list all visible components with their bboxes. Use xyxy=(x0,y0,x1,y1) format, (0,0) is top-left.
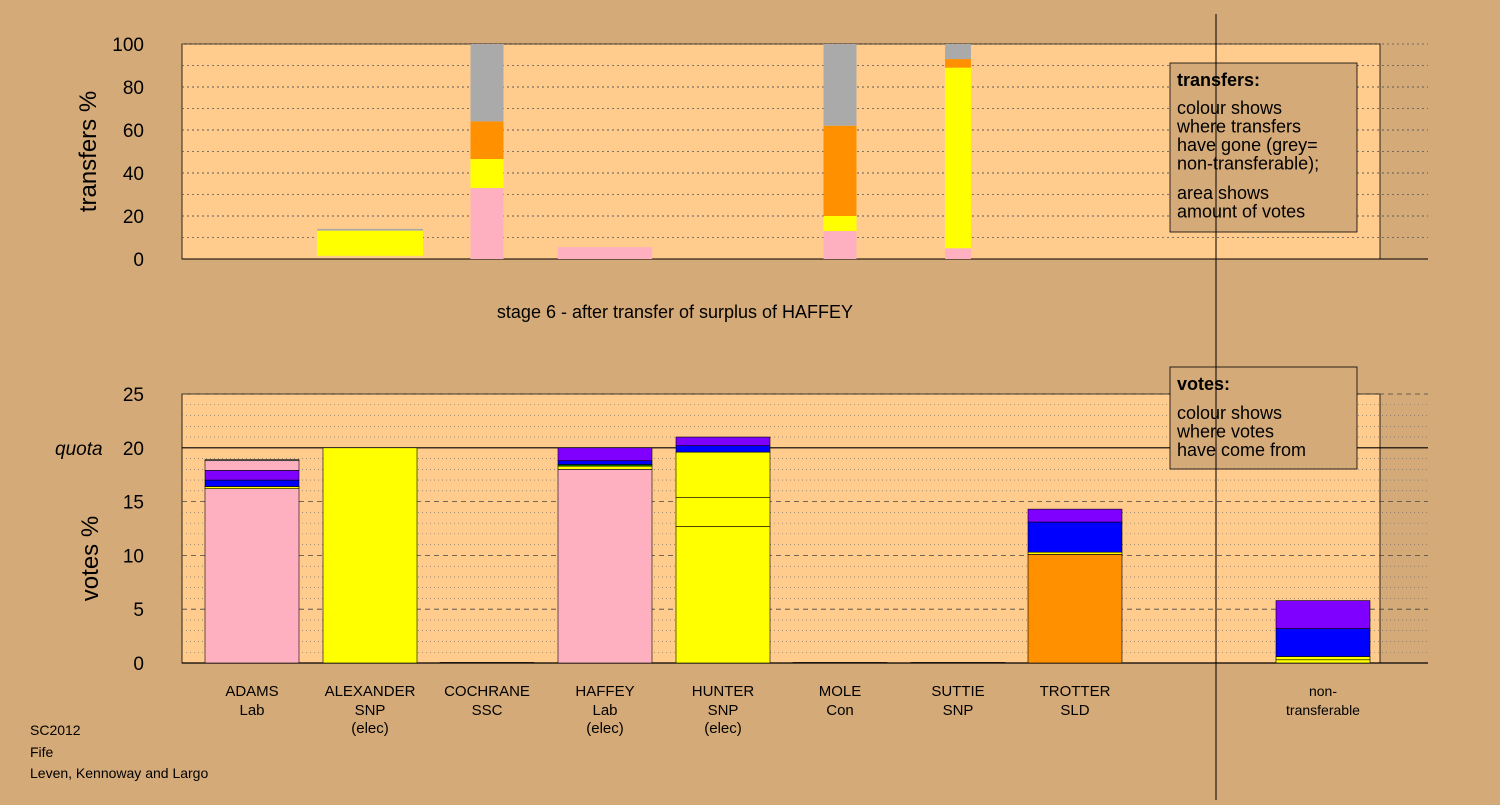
transfers-y-axis-label: transfers % xyxy=(75,91,102,212)
votes-bar-segment-adams xyxy=(204,486,300,489)
votes-y-tick-label: 15 xyxy=(123,493,144,514)
votes-bar-segment-haffey xyxy=(557,447,653,462)
votes-bar-segment-haffey xyxy=(557,460,653,465)
transfers-bar-segment-suttie xyxy=(945,67,971,249)
votes-bar-segment-adams xyxy=(204,488,300,664)
candidate-party-label: Lab xyxy=(239,702,264,719)
transfers-bar-segment-alexander xyxy=(316,230,424,256)
footer-council: Fife xyxy=(30,744,54,760)
transfers-y-tick-label: 80 xyxy=(123,78,144,99)
transfers-bar-segment-suttie xyxy=(945,248,971,259)
candidate-status-label: (elec) xyxy=(704,720,742,737)
transfers-y-tick-label: 60 xyxy=(123,121,144,142)
transfers-y-tick-label: 0 xyxy=(133,250,144,271)
votes-y-tick-label: 10 xyxy=(123,546,144,567)
candidate-status-label: (elec) xyxy=(586,720,624,737)
transfers-legend-text: where transfers xyxy=(1176,117,1301,137)
votes-bar-segment-adams xyxy=(204,470,300,481)
votes-bar-segment-non xyxy=(1275,656,1371,661)
candidate-name-label: HUNTER xyxy=(692,683,755,700)
votes-legend-box xyxy=(1169,366,1358,470)
votes-y-tick-label: 25 xyxy=(123,385,144,406)
transfers-legend-text: non-transferable); xyxy=(1177,154,1319,174)
transfers-y-tick-label: 40 xyxy=(123,164,144,185)
transfers-bar-segment-mole xyxy=(823,44,857,126)
footer-election: SC2012 xyxy=(30,722,81,738)
transfers-bar-segment-suttie xyxy=(945,44,971,60)
votes-bar-segment-non xyxy=(1275,600,1371,629)
votes-bar-segment-adams xyxy=(204,460,300,471)
candidate-name-label: HAFFEY xyxy=(575,683,634,700)
votes-bar-segment-hunter xyxy=(675,451,771,498)
transfers-bar-segment-mole xyxy=(823,216,857,232)
votes-legend-title: votes: xyxy=(1177,374,1230,394)
votes-bar-segment-non xyxy=(1275,659,1371,664)
candidate-name-label: ADAMS xyxy=(225,683,278,700)
votes-bar-segment-trotter xyxy=(1027,551,1123,555)
candidate-party-label: SNP xyxy=(355,702,386,719)
votes-legend-text: have come from xyxy=(1177,440,1306,460)
candidate-party-label: transferable xyxy=(1286,702,1360,718)
votes-bar-segment-hunter xyxy=(675,436,771,446)
candidate-name-label: non- xyxy=(1309,683,1337,699)
candidate-name-label: COCHRANE xyxy=(444,683,530,700)
stage-title: stage 6 - after transfer of surplus of H… xyxy=(497,302,853,322)
votes-y-tick-label: 20 xyxy=(123,439,144,460)
candidate-party-label: SSC xyxy=(472,702,503,719)
votes-y-tick-label: 5 xyxy=(133,600,144,621)
candidate-name-label: SUTTIE xyxy=(931,683,984,700)
votes-bar-segment-hunter xyxy=(675,445,771,453)
candidate-party-label: Con xyxy=(826,702,854,719)
transfers-bar-segment-mole xyxy=(823,231,857,259)
votes-bar-segment-hunter xyxy=(675,526,771,664)
transfers-bar-segment-alexander xyxy=(316,228,424,231)
transfers-legend-box xyxy=(1169,62,1358,233)
quota-label: quota xyxy=(55,439,103,460)
votes-bar-segment-haffey xyxy=(557,465,653,470)
candidate-name-label: TROTTER xyxy=(1040,683,1111,700)
transfers-bar-segment-mole xyxy=(823,125,857,216)
votes-bar-segment-adams xyxy=(204,459,300,462)
candidate-party-label: SLD xyxy=(1060,702,1089,719)
transfers-legend-text: colour shows xyxy=(1177,98,1282,118)
transfers-y-tick-label: 100 xyxy=(112,35,144,56)
transfers-bar-segment-cochrane xyxy=(470,188,504,259)
votes-bar-segment-haffey xyxy=(557,469,653,664)
votes-bar-segment-trotter xyxy=(1027,521,1123,553)
votes-bar-segment-trotter xyxy=(1027,508,1123,523)
transfers-bar-segment-cochrane xyxy=(470,121,504,160)
transfers-y-tick-label: 20 xyxy=(123,207,144,228)
votes-bar-segment-trotter xyxy=(1027,554,1123,664)
transfers-legend-text: area shows xyxy=(1177,183,1269,203)
footer-ward: Leven, Kennoway and Largo xyxy=(30,765,209,781)
candidate-name-label: MOLE xyxy=(819,683,862,700)
candidate-name-label: ALEXANDER xyxy=(325,683,416,700)
transfers-legend-text: amount of votes xyxy=(1177,202,1305,222)
votes-bar-segment-non xyxy=(1275,628,1371,657)
candidate-party-label: SNP xyxy=(708,702,739,719)
transfers-bar-segment-haffey xyxy=(557,247,653,259)
candidate-party-label: Lab xyxy=(592,702,617,719)
votes-y-tick-label: 0 xyxy=(133,654,144,675)
transfers-bar-segment-cochrane xyxy=(470,159,504,189)
transfers-bar-segment-cochrane xyxy=(470,44,504,122)
votes-bar-segment-adams xyxy=(204,479,300,487)
votes-bar-segment-suttie xyxy=(910,662,1006,664)
candidate-status-label: (elec) xyxy=(351,720,389,737)
transfers-legend-text: have gone (grey= xyxy=(1177,135,1318,155)
votes-legend-text: where votes xyxy=(1176,422,1274,442)
votes-legend-text: colour shows xyxy=(1177,403,1282,423)
votes-bar-segment-hunter xyxy=(675,496,771,527)
votes-bar-segment-mole xyxy=(792,662,888,664)
votes-bar-segment-cochrane xyxy=(439,662,535,664)
transfers-bar-segment-suttie xyxy=(945,59,971,68)
transfers-legend-title: transfers: xyxy=(1177,70,1260,90)
votes-y-axis-label: votes % xyxy=(77,516,104,601)
votes-bar-segment-alexander xyxy=(322,447,418,664)
candidate-party-label: SNP xyxy=(943,702,974,719)
